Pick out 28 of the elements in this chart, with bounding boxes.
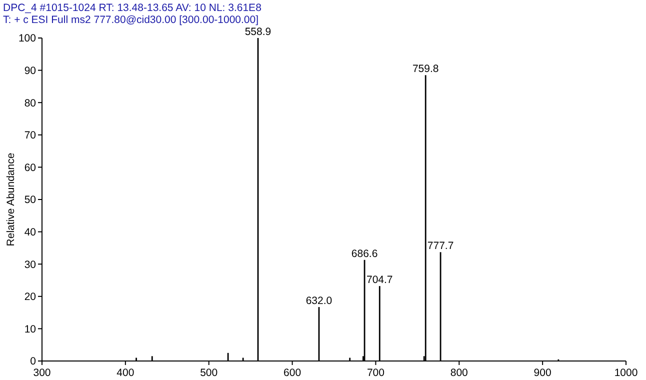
- y-tick-label: 100: [18, 32, 36, 45]
- annotation: 632.0: [306, 295, 332, 308]
- y-tick-label: 60: [24, 162, 36, 174]
- x-tick-label: 700: [366, 367, 385, 379]
- x-tick-label: 1000: [614, 367, 638, 379]
- annotation: 686.6: [351, 248, 378, 260]
- chart-subtitle: T: + c ESI Full ms2 777.80@cid30.00 [300.00-1000.00]: [3, 14, 259, 26]
- y-tick-label: 80: [24, 97, 36, 110]
- annotation: 759.8: [412, 63, 439, 76]
- y-tick-label: 70: [24, 130, 36, 142]
- chart-title: DPC_4 #1015-1024 RT: 13.48-13.65 AV: 10 NL: 3.61E8: [3, 2, 262, 14]
- y-axis-title: Relative Abundance: [5, 152, 17, 246]
- x-tick-label: 600: [284, 367, 302, 379]
- x-tick-label: 300: [33, 367, 51, 379]
- x-tick-label: 800: [450, 367, 468, 379]
- y-tick-label: 40: [24, 226, 36, 238]
- x-tick-label: 900: [534, 367, 552, 379]
- annotation: 558.9: [244, 26, 272, 38]
- annotation: 777.7: [427, 240, 454, 252]
- y-tick-label: 90: [24, 64, 36, 77]
- y-tick-label: 10: [24, 323, 36, 336]
- y-tick-label: 50: [24, 194, 36, 206]
- x-tick-label: 400: [116, 367, 134, 379]
- y-tick-label: 0: [30, 356, 36, 368]
- y-tick-label: 30: [24, 258, 36, 271]
- y-tick-label: 20: [24, 291, 36, 304]
- annotation: 704.7: [366, 274, 393, 286]
- x-tick-label: 500: [200, 367, 218, 379]
